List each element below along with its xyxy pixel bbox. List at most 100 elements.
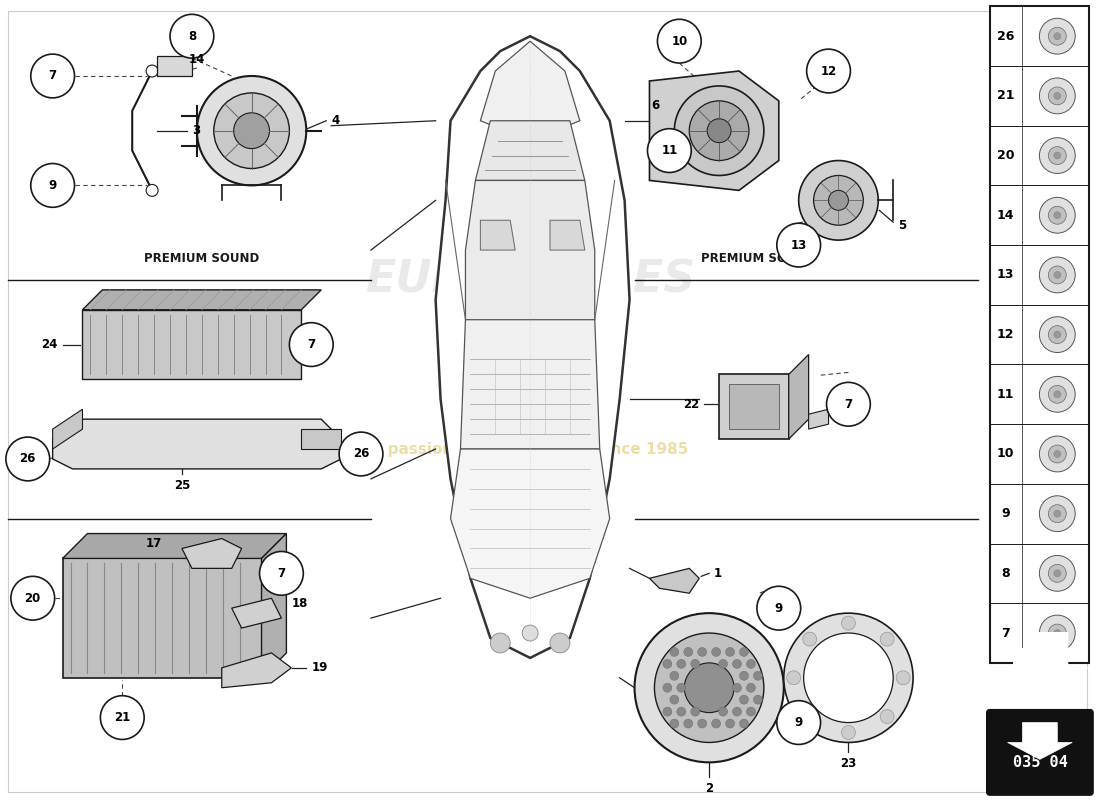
Polygon shape bbox=[649, 71, 779, 190]
Circle shape bbox=[739, 695, 748, 704]
Text: EUROSPARES: EUROSPARES bbox=[365, 258, 695, 302]
Circle shape bbox=[806, 49, 850, 93]
Circle shape bbox=[1040, 138, 1075, 174]
Text: 9: 9 bbox=[1001, 507, 1010, 520]
Circle shape bbox=[712, 647, 720, 657]
Circle shape bbox=[1040, 436, 1075, 472]
Circle shape bbox=[1054, 570, 1060, 577]
Polygon shape bbox=[222, 653, 292, 688]
Circle shape bbox=[747, 659, 756, 668]
Circle shape bbox=[663, 659, 672, 668]
Circle shape bbox=[803, 632, 816, 646]
Circle shape bbox=[691, 659, 700, 668]
Polygon shape bbox=[789, 354, 808, 439]
Circle shape bbox=[11, 576, 55, 620]
Circle shape bbox=[550, 633, 570, 653]
Circle shape bbox=[663, 683, 672, 692]
Circle shape bbox=[146, 185, 158, 196]
Circle shape bbox=[747, 683, 756, 692]
Circle shape bbox=[1048, 386, 1066, 403]
Circle shape bbox=[1054, 450, 1060, 458]
Circle shape bbox=[896, 671, 910, 685]
Polygon shape bbox=[53, 419, 341, 469]
Text: 3: 3 bbox=[191, 124, 200, 138]
Circle shape bbox=[733, 683, 741, 692]
Polygon shape bbox=[1012, 633, 1087, 702]
Text: 11: 11 bbox=[997, 388, 1014, 401]
Text: 8: 8 bbox=[1001, 567, 1010, 580]
Text: 14: 14 bbox=[189, 53, 205, 66]
Text: a passion for lamborghini since 1985: a passion for lamborghini since 1985 bbox=[372, 442, 689, 457]
Text: 18: 18 bbox=[292, 597, 308, 610]
Circle shape bbox=[670, 671, 679, 680]
Circle shape bbox=[233, 113, 270, 149]
Circle shape bbox=[777, 701, 821, 745]
Circle shape bbox=[786, 671, 801, 685]
FancyBboxPatch shape bbox=[719, 374, 789, 439]
Text: 9: 9 bbox=[794, 716, 803, 729]
Circle shape bbox=[1054, 630, 1060, 637]
Circle shape bbox=[754, 671, 762, 680]
Circle shape bbox=[6, 437, 50, 481]
Circle shape bbox=[1048, 326, 1066, 343]
Text: 21: 21 bbox=[997, 90, 1014, 102]
Text: 25: 25 bbox=[174, 479, 190, 492]
Text: PREMIUM SOUND: PREMIUM SOUND bbox=[702, 252, 816, 265]
Circle shape bbox=[663, 707, 672, 716]
Circle shape bbox=[676, 659, 685, 668]
Circle shape bbox=[1054, 391, 1060, 398]
Circle shape bbox=[739, 671, 748, 680]
Text: 6: 6 bbox=[651, 99, 659, 112]
Circle shape bbox=[670, 695, 679, 704]
Circle shape bbox=[784, 613, 913, 742]
Circle shape bbox=[1040, 376, 1075, 412]
Circle shape bbox=[670, 719, 679, 728]
FancyBboxPatch shape bbox=[157, 56, 191, 76]
Text: 19: 19 bbox=[311, 662, 328, 674]
Circle shape bbox=[842, 726, 856, 739]
Circle shape bbox=[676, 707, 685, 716]
Circle shape bbox=[739, 719, 748, 728]
FancyBboxPatch shape bbox=[987, 710, 1093, 795]
Polygon shape bbox=[301, 429, 341, 449]
Text: 13: 13 bbox=[791, 238, 806, 251]
Text: 23: 23 bbox=[840, 758, 857, 770]
Text: 21: 21 bbox=[114, 711, 131, 724]
Polygon shape bbox=[436, 36, 629, 658]
Text: 1: 1 bbox=[714, 567, 723, 580]
Text: 13: 13 bbox=[997, 269, 1014, 282]
Circle shape bbox=[197, 76, 306, 186]
Circle shape bbox=[1048, 266, 1066, 284]
Text: 22: 22 bbox=[683, 398, 700, 410]
Circle shape bbox=[733, 707, 741, 716]
Circle shape bbox=[260, 551, 304, 595]
Circle shape bbox=[1048, 146, 1066, 165]
Circle shape bbox=[1054, 93, 1060, 99]
FancyBboxPatch shape bbox=[729, 384, 779, 429]
Text: 4: 4 bbox=[331, 114, 340, 127]
Circle shape bbox=[648, 129, 691, 173]
Text: 17: 17 bbox=[146, 537, 162, 550]
Circle shape bbox=[684, 719, 693, 728]
Polygon shape bbox=[481, 220, 515, 250]
Circle shape bbox=[697, 647, 706, 657]
Text: 24: 24 bbox=[41, 338, 57, 351]
Text: PREMIUM SOUND: PREMIUM SOUND bbox=[144, 252, 260, 265]
Circle shape bbox=[804, 633, 893, 722]
Circle shape bbox=[726, 719, 735, 728]
Circle shape bbox=[1054, 331, 1060, 338]
Circle shape bbox=[170, 14, 213, 58]
Circle shape bbox=[1054, 212, 1060, 218]
Circle shape bbox=[1040, 18, 1075, 54]
Circle shape bbox=[1054, 271, 1060, 278]
Text: 26: 26 bbox=[20, 453, 36, 466]
Circle shape bbox=[31, 54, 75, 98]
Polygon shape bbox=[82, 310, 301, 379]
Circle shape bbox=[1048, 505, 1066, 522]
Polygon shape bbox=[475, 121, 585, 181]
Text: 20: 20 bbox=[997, 149, 1014, 162]
Polygon shape bbox=[465, 181, 595, 330]
Circle shape bbox=[718, 659, 727, 668]
Circle shape bbox=[213, 93, 289, 169]
Circle shape bbox=[1040, 496, 1075, 531]
